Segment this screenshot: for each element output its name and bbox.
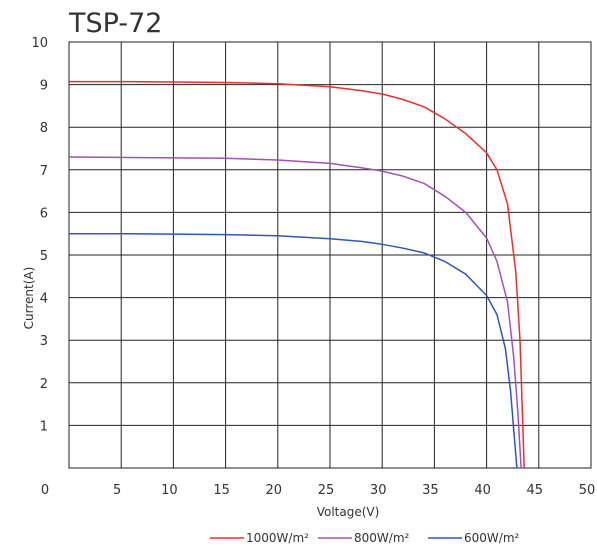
y-tick-label: 9 xyxy=(40,79,48,94)
series-lines xyxy=(68,80,525,469)
x-tick-label: 10 xyxy=(161,483,178,498)
y-tick-label: 1 xyxy=(40,419,48,434)
x-tick-label: 20 xyxy=(266,483,283,498)
x-tick-label: 0 xyxy=(41,483,49,498)
series-line xyxy=(69,80,525,469)
y-tick-label: 6 xyxy=(40,206,48,221)
series-line xyxy=(69,232,518,469)
x-tick-label: 50 xyxy=(579,483,596,498)
x-tick-label: 35 xyxy=(422,483,439,498)
x-axis-label: Voltage(V) xyxy=(317,505,380,519)
legend-label: 800W/m² xyxy=(354,531,410,545)
x-tick-label: 40 xyxy=(474,483,491,498)
x-tick-label: 30 xyxy=(370,483,387,498)
gridlines xyxy=(68,41,592,469)
y-axis-label: Current(A) xyxy=(22,267,36,330)
legend: 1000W/m² 800W/m² 600W/m² xyxy=(210,531,520,545)
y-tick-label: 10 xyxy=(31,36,48,51)
y-tick-label: 2 xyxy=(40,377,48,392)
y-tick-label: 7 xyxy=(40,164,48,179)
y-tick-label: 8 xyxy=(40,121,48,136)
x-tick-label: 15 xyxy=(213,483,230,498)
x-tick-label: 25 xyxy=(318,483,335,498)
legend-label: 1000W/m² xyxy=(246,531,309,545)
series-line xyxy=(68,156,522,469)
y-tick-label: 3 xyxy=(40,334,48,349)
legend-label: 600W/m² xyxy=(464,531,520,545)
x-tick-label: 45 xyxy=(527,483,544,498)
chart-title: TSP-72 xyxy=(68,8,162,39)
x-tick-label: 5 xyxy=(113,483,121,498)
y-tick-label: 4 xyxy=(40,292,48,307)
y-tick-label: 5 xyxy=(40,249,48,264)
